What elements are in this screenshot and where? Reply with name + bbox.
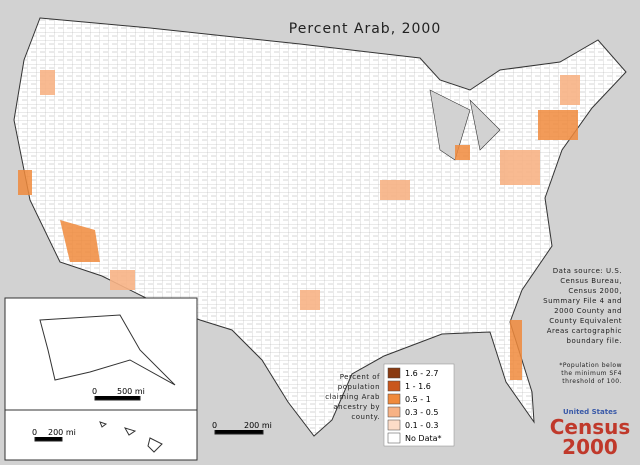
map-title: Percent Arab, 2000 [289, 21, 441, 37]
legend-label: 0.1 - 0.3 [405, 421, 438, 430]
hawaii-shape [99, 421, 163, 453]
legend-swatch [387, 393, 401, 405]
scale-label: 200 mi [48, 428, 76, 437]
legend-label: No Data* [405, 434, 442, 443]
legend-swatch [387, 380, 401, 392]
scale-label: 0 [32, 428, 37, 437]
scale-label: 0 [92, 387, 97, 396]
logo-top: United States [563, 408, 617, 416]
legend-label: 0.3 - 0.5 [405, 408, 438, 417]
mainland [13, 17, 627, 437]
scale-label: 200 mi [244, 421, 272, 430]
legend-swatch [387, 419, 401, 431]
alaska-shape [39, 314, 176, 386]
legend-title: Percent of population claiming Arab ance… [325, 373, 380, 421]
legend: 1.6 - 2.7 1 - 1.6 0.5 - 1 0.3 - 0.5 0.1 - 0.… [383, 363, 455, 447]
legend-label: 1.6 - 2.7 [405, 369, 438, 378]
footnote: *Population below the minimum SF4 thresh… [559, 362, 622, 385]
legend-swatch [387, 406, 401, 418]
scale-label: 0 [212, 421, 217, 430]
legend-swatch [387, 367, 401, 379]
legend-swatch [387, 432, 401, 444]
logo-bottom: 2000 [562, 435, 618, 459]
logo-middle: Census [550, 415, 631, 439]
legend-label: 1 - 1.6 [405, 382, 431, 391]
legend-label: 0.5 - 1 [405, 395, 431, 404]
hawaii-inset [4, 409, 198, 461]
scale-label: 500 mi [117, 387, 145, 396]
scale-bars [34, 396, 264, 442]
data-source: Data source: U.S. Census Bureau, Census … [543, 267, 622, 345]
